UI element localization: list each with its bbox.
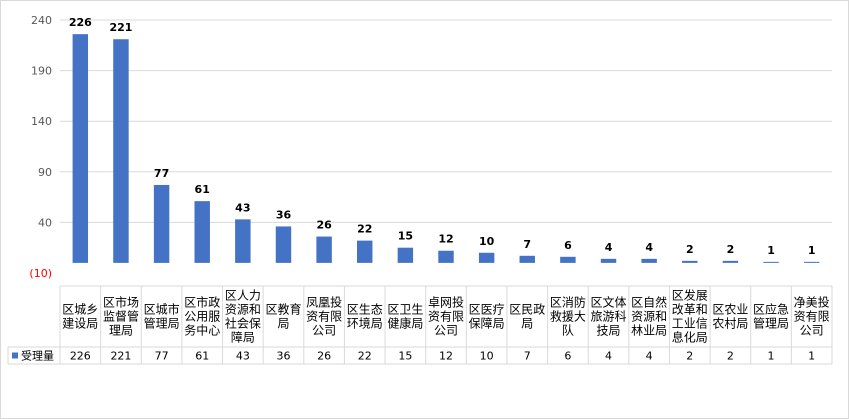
table-value: 7 — [524, 350, 531, 363]
data-label: 7 — [523, 238, 531, 251]
bar — [722, 260, 739, 263]
y-tick-label: 90 — [38, 166, 52, 179]
table-value: 1 — [808, 350, 815, 363]
data-label: 1 — [767, 244, 775, 257]
data-label: 15 — [398, 230, 413, 243]
bar — [438, 250, 454, 263]
category-label: 卓网投资有限公司 — [428, 295, 464, 338]
y-tick-label: (10) — [29, 267, 52, 280]
data-label: 26 — [316, 219, 332, 232]
table-value: 77 — [155, 350, 169, 363]
table-value: 43 — [236, 350, 250, 363]
table-value: 22 — [358, 350, 372, 363]
bar — [72, 34, 89, 263]
table-value: 15 — [398, 350, 412, 363]
data-label: 2 — [686, 243, 694, 256]
data-label: 22 — [357, 223, 372, 236]
bar — [682, 260, 698, 263]
data-label: 36 — [276, 208, 292, 221]
category-label: 区消防救援大队 — [550, 295, 586, 338]
table-value: 26 — [317, 350, 331, 363]
data-label: 226 — [69, 16, 92, 29]
y-tick-label: 140 — [31, 115, 52, 128]
category-label: 区文体旅游科技局 — [591, 295, 627, 338]
bar — [478, 252, 495, 263]
category-label: 区发展改革和工业信息化局 — [672, 288, 708, 345]
table-value: 4 — [646, 350, 653, 363]
data-label: 2 — [727, 243, 735, 256]
category-label: 区城市管理局 — [144, 302, 180, 331]
table-value: 221 — [110, 350, 131, 363]
bar — [316, 236, 332, 263]
table-value: 10 — [480, 350, 494, 363]
table-value: 36 — [276, 350, 290, 363]
category-label: 区城乡建设局 — [62, 303, 98, 331]
category-label: 区教育局 — [265, 302, 301, 331]
table-value: 2 — [686, 350, 693, 363]
legend-series-name: 受理量 — [21, 350, 54, 363]
category-label: 区民政局 — [509, 303, 545, 331]
bar — [153, 184, 170, 263]
category-label: 区农业农村局 — [712, 303, 748, 331]
data-label: 6 — [564, 239, 572, 252]
gridlines — [60, 19, 832, 223]
data-label: 4 — [645, 241, 653, 254]
bar — [519, 255, 535, 263]
table-value: 61 — [195, 350, 209, 363]
table-value: 1 — [768, 350, 775, 363]
data-label: 1 — [808, 244, 816, 257]
category-label: 区市政公用服务中心 — [184, 295, 220, 338]
category-label: 区应急管理局 — [753, 302, 789, 331]
bar — [194, 201, 210, 263]
data-label: 221 — [109, 21, 132, 34]
y-tick-label: 240 — [31, 14, 52, 27]
bar — [397, 247, 414, 263]
table-value: 4 — [605, 350, 612, 363]
data-label: 61 — [195, 183, 210, 196]
y-axis: 240 190 140 90 40 (10) — [29, 14, 52, 280]
bar — [600, 258, 617, 263]
table-value: 6 — [564, 350, 571, 363]
data-label: 12 — [438, 233, 453, 246]
bar — [275, 226, 292, 263]
category-label: 区自然资源和林业局 — [631, 295, 667, 338]
table-value: 226 — [70, 350, 91, 363]
bar — [113, 39, 129, 263]
data-label: 10 — [479, 235, 495, 248]
data-label: 4 — [605, 241, 613, 254]
y-tick-label: 40 — [38, 216, 52, 229]
data-table: 区城乡建设局区市场监督管理局区城市管理局区市政公用服务中心区人力资源和社会保障局… — [7, 285, 833, 365]
category-label: 区卫生健康局 — [387, 303, 423, 331]
bar — [641, 258, 657, 263]
bar — [235, 219, 251, 263]
category-label: 净美投资有限公司 — [794, 295, 830, 338]
bar — [803, 261, 820, 263]
y-tick-label: 190 — [31, 65, 52, 78]
category-label: 区人力资源和社会保障局 — [225, 289, 261, 345]
data-label: 77 — [154, 167, 169, 180]
category-label: 区市场监督管理局 — [103, 295, 139, 338]
data-label: 43 — [235, 201, 250, 214]
bar — [560, 256, 576, 263]
table-value: 2 — [727, 350, 734, 363]
category-label: 区生态环境局 — [347, 303, 383, 331]
legend-swatch — [12, 352, 18, 359]
bar — [357, 240, 373, 263]
category-label: 区医疗保障局 — [469, 303, 505, 331]
bar-series — [72, 34, 820, 263]
table-value: 12 — [439, 350, 453, 363]
category-label: 凤凰投资有限公司 — [306, 295, 342, 338]
bar — [763, 261, 779, 263]
